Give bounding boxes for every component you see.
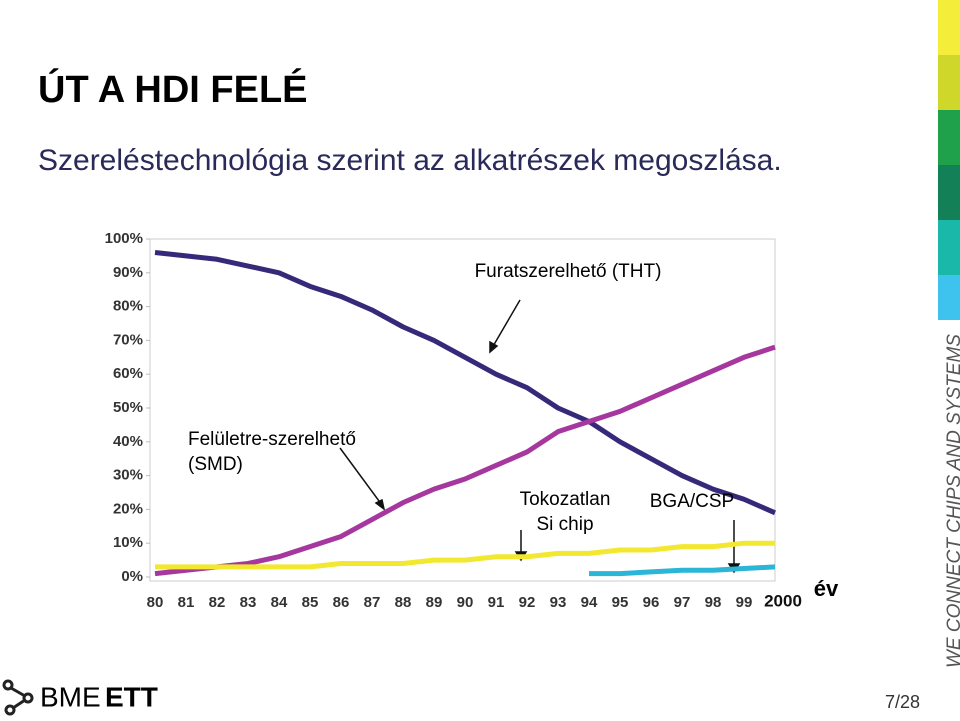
x-tick-label: 95 <box>612 594 629 611</box>
logo-icon <box>2 679 34 716</box>
annotation: Felületre-szerelhető <box>188 429 356 450</box>
x-tick-label: 99 <box>736 594 753 611</box>
color-bar <box>938 110 960 165</box>
x-tick-label: 96 <box>643 594 660 611</box>
y-tick-label: 90% <box>113 264 143 281</box>
y-tick-label: 100% <box>105 230 143 247</box>
y-tick-label: 70% <box>113 331 143 348</box>
y-tick-label: 10% <box>113 534 143 551</box>
color-bar <box>938 55 960 110</box>
page-number: 7/28 <box>885 692 920 712</box>
x-tick-label: 97 <box>674 594 691 611</box>
series-line <box>154 344 776 577</box>
x-tick-label: 91 <box>488 594 505 611</box>
color-bar <box>938 275 960 320</box>
series-line <box>155 540 775 570</box>
logo-text: BME <box>40 681 101 712</box>
x-tick-label: 94 <box>581 594 598 611</box>
color-bar <box>938 165 960 220</box>
x-tick-label: 85 <box>302 594 319 611</box>
annotation: Furatszerelhető (THT) <box>475 261 662 282</box>
color-bar <box>938 0 960 55</box>
x-tick-label: 93 <box>550 594 567 611</box>
x-tick-label: 89 <box>426 594 443 611</box>
logo-text: ETT <box>105 681 158 712</box>
slide-title: ÚT A HDI FELÉ <box>38 67 308 111</box>
series-line <box>589 564 776 577</box>
y-tick-label: 40% <box>113 433 143 450</box>
x-tick-label: 87 <box>364 594 381 611</box>
side-text: WE CONNECT CHIPS AND SYSTEMS <box>944 334 960 668</box>
y-tick-label: 80% <box>113 298 143 315</box>
x-tick-label: 84 <box>271 594 288 611</box>
x-tick-label: 88 <box>395 594 412 611</box>
series-line <box>154 250 776 516</box>
x-tick-label: 2000 <box>764 591 802 610</box>
y-tick-label: 50% <box>113 399 143 416</box>
x-tick-label: 80 <box>147 594 164 611</box>
x-tick-label: 81 <box>178 594 195 611</box>
y-tick-label: 0% <box>121 568 143 585</box>
x-tick-label: 82 <box>209 594 226 611</box>
x-tick-label: 83 <box>240 594 257 611</box>
x-tick-label: 92 <box>519 594 536 611</box>
annotation: Tokozatlan <box>520 489 611 510</box>
y-tick-label: 30% <box>113 467 143 484</box>
x-tick-label: 86 <box>333 594 350 611</box>
y-tick-label: 60% <box>113 365 143 382</box>
color-bar <box>938 220 960 275</box>
slide-subtitle: Szereléstechnológia szerint az alkatrész… <box>38 144 782 177</box>
plot-frame <box>149 238 776 582</box>
x-tick-label: 98 <box>705 594 722 611</box>
annotation: (SMD) <box>188 454 243 475</box>
y-tick-label: 20% <box>113 500 143 517</box>
annotation: Si chip <box>536 514 593 535</box>
x-tick-label: 90 <box>457 594 474 611</box>
x-axis-label: év <box>814 576 839 601</box>
annotation: BGA/CSP <box>650 491 734 512</box>
